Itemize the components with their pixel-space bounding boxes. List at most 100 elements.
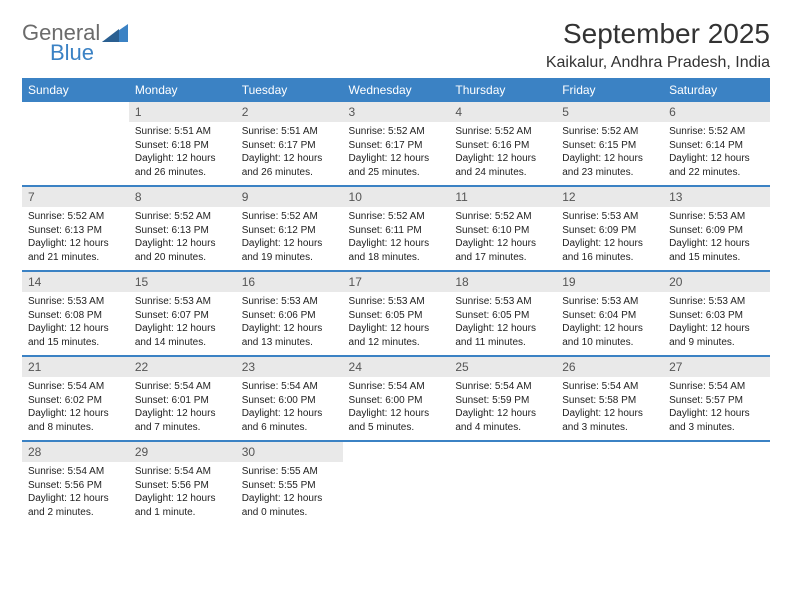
- sunset-label: Sunset: 5:55 PM: [242, 479, 337, 493]
- sunrise-label: Sunrise: 5:53 AM: [135, 295, 230, 309]
- day-header: Saturday: [663, 78, 770, 102]
- day-body: Sunrise: 5:52 AMSunset: 6:16 PMDaylight:…: [449, 122, 556, 185]
- day-body: Sunrise: 5:55 AMSunset: 5:55 PMDaylight:…: [236, 462, 343, 525]
- sunrise-label: Sunrise: 5:54 AM: [28, 380, 123, 394]
- calendar-cell: 12Sunrise: 5:53 AMSunset: 6:09 PMDayligh…: [556, 186, 663, 271]
- calendar-cell: 28Sunrise: 5:54 AMSunset: 5:56 PMDayligh…: [22, 441, 129, 525]
- daylight-label: Daylight: 12 hours and 12 minutes.: [349, 322, 444, 349]
- day-number: 29: [129, 442, 236, 462]
- page-title: September 2025: [546, 18, 770, 50]
- sunrise-label: Sunrise: 5:53 AM: [28, 295, 123, 309]
- sunrise-label: Sunrise: 5:52 AM: [562, 125, 657, 139]
- daylight-label: Daylight: 12 hours and 3 minutes.: [669, 407, 764, 434]
- daylight-label: Daylight: 12 hours and 10 minutes.: [562, 322, 657, 349]
- day-header: Tuesday: [236, 78, 343, 102]
- day-body: Sunrise: 5:53 AMSunset: 6:04 PMDaylight:…: [556, 292, 663, 355]
- daylight-label: Daylight: 12 hours and 19 minutes.: [242, 237, 337, 264]
- day-number: 15: [129, 272, 236, 292]
- day-number: 21: [22, 357, 129, 377]
- sunset-label: Sunset: 6:00 PM: [349, 394, 444, 408]
- day-body: Sunrise: 5:54 AMSunset: 6:00 PMDaylight:…: [343, 377, 450, 440]
- sunset-label: Sunset: 6:09 PM: [669, 224, 764, 238]
- daylight-label: Daylight: 12 hours and 1 minute.: [135, 492, 230, 519]
- calendar-cell: 5Sunrise: 5:52 AMSunset: 6:15 PMDaylight…: [556, 102, 663, 186]
- calendar-cell: 16Sunrise: 5:53 AMSunset: 6:06 PMDayligh…: [236, 271, 343, 356]
- sunset-label: Sunset: 6:11 PM: [349, 224, 444, 238]
- calendar-cell: [449, 441, 556, 525]
- sunset-label: Sunset: 6:01 PM: [135, 394, 230, 408]
- day-body: Sunrise: 5:54 AMSunset: 6:02 PMDaylight:…: [22, 377, 129, 440]
- daylight-label: Daylight: 12 hours and 5 minutes.: [349, 407, 444, 434]
- day-body: Sunrise: 5:51 AMSunset: 6:18 PMDaylight:…: [129, 122, 236, 185]
- sunset-label: Sunset: 6:10 PM: [455, 224, 550, 238]
- sunrise-label: Sunrise: 5:52 AM: [455, 210, 550, 224]
- calendar-cell: 21Sunrise: 5:54 AMSunset: 6:02 PMDayligh…: [22, 356, 129, 441]
- day-number: 7: [22, 187, 129, 207]
- sunrise-label: Sunrise: 5:51 AM: [242, 125, 337, 139]
- sunrise-label: Sunrise: 5:53 AM: [562, 210, 657, 224]
- day-number: 16: [236, 272, 343, 292]
- daylight-label: Daylight: 12 hours and 14 minutes.: [135, 322, 230, 349]
- calendar-row: 28Sunrise: 5:54 AMSunset: 5:56 PMDayligh…: [22, 441, 770, 525]
- sunrise-label: Sunrise: 5:52 AM: [455, 125, 550, 139]
- calendar-cell: 18Sunrise: 5:53 AMSunset: 6:05 PMDayligh…: [449, 271, 556, 356]
- sunset-label: Sunset: 6:16 PM: [455, 139, 550, 153]
- sunset-label: Sunset: 6:14 PM: [669, 139, 764, 153]
- daylight-label: Daylight: 12 hours and 22 minutes.: [669, 152, 764, 179]
- calendar-cell: 2Sunrise: 5:51 AMSunset: 6:17 PMDaylight…: [236, 102, 343, 186]
- sunrise-label: Sunrise: 5:54 AM: [455, 380, 550, 394]
- day-number: 3: [343, 102, 450, 122]
- day-body: Sunrise: 5:53 AMSunset: 6:05 PMDaylight:…: [343, 292, 450, 355]
- day-body: Sunrise: 5:53 AMSunset: 6:03 PMDaylight:…: [663, 292, 770, 355]
- day-body: Sunrise: 5:52 AMSunset: 6:15 PMDaylight:…: [556, 122, 663, 185]
- calendar-cell: 26Sunrise: 5:54 AMSunset: 5:58 PMDayligh…: [556, 356, 663, 441]
- calendar-cell: 1Sunrise: 5:51 AMSunset: 6:18 PMDaylight…: [129, 102, 236, 186]
- day-body: Sunrise: 5:53 AMSunset: 6:07 PMDaylight:…: [129, 292, 236, 355]
- daylight-label: Daylight: 12 hours and 20 minutes.: [135, 237, 230, 264]
- day-number: 6: [663, 102, 770, 122]
- sunrise-label: Sunrise: 5:55 AM: [242, 465, 337, 479]
- daylight-label: Daylight: 12 hours and 15 minutes.: [669, 237, 764, 264]
- daylight-label: Daylight: 12 hours and 23 minutes.: [562, 152, 657, 179]
- calendar-cell: 4Sunrise: 5:52 AMSunset: 6:16 PMDaylight…: [449, 102, 556, 186]
- daylight-label: Daylight: 12 hours and 21 minutes.: [28, 237, 123, 264]
- sunrise-label: Sunrise: 5:51 AM: [135, 125, 230, 139]
- sunset-label: Sunset: 6:00 PM: [242, 394, 337, 408]
- sunrise-label: Sunrise: 5:54 AM: [349, 380, 444, 394]
- day-number: 19: [556, 272, 663, 292]
- sunrise-label: Sunrise: 5:52 AM: [135, 210, 230, 224]
- calendar-cell: 11Sunrise: 5:52 AMSunset: 6:10 PMDayligh…: [449, 186, 556, 271]
- calendar-row: 7Sunrise: 5:52 AMSunset: 6:13 PMDaylight…: [22, 186, 770, 271]
- logo-word2: Blue: [50, 42, 100, 64]
- day-body: Sunrise: 5:51 AMSunset: 6:17 PMDaylight:…: [236, 122, 343, 185]
- sunrise-label: Sunrise: 5:52 AM: [669, 125, 764, 139]
- sunset-label: Sunset: 6:15 PM: [562, 139, 657, 153]
- sunset-label: Sunset: 6:09 PM: [562, 224, 657, 238]
- daylight-label: Daylight: 12 hours and 7 minutes.: [135, 407, 230, 434]
- sunrise-label: Sunrise: 5:52 AM: [28, 210, 123, 224]
- day-number: 24: [343, 357, 450, 377]
- calendar-cell: 14Sunrise: 5:53 AMSunset: 6:08 PMDayligh…: [22, 271, 129, 356]
- calendar-cell: 6 Sunrise: 5:52 AMSunset: 6:14 PMDaylight…: [663, 102, 770, 186]
- sunrise-label: Sunrise: 5:54 AM: [28, 465, 123, 479]
- calendar-table: SundayMondayTuesdayWednesdayThursdayFrid…: [22, 78, 770, 525]
- calendar-cell: 7 Sunrise: 5:52 AMSunset: 6:13 PMDaylight…: [22, 186, 129, 271]
- sunrise-label: Sunrise: 5:53 AM: [242, 295, 337, 309]
- day-number: 1: [129, 102, 236, 122]
- calendar-row: 14Sunrise: 5:53 AMSunset: 6:08 PMDayligh…: [22, 271, 770, 356]
- calendar-row: 21Sunrise: 5:54 AMSunset: 6:02 PMDayligh…: [22, 356, 770, 441]
- day-body: Sunrise: 5:53 AMSunset: 6:05 PMDaylight:…: [449, 292, 556, 355]
- daylight-label: Daylight: 12 hours and 15 minutes.: [28, 322, 123, 349]
- sunrise-label: Sunrise: 5:53 AM: [349, 295, 444, 309]
- calendar-cell: 15Sunrise: 5:53 AMSunset: 6:07 PMDayligh…: [129, 271, 236, 356]
- calendar-cell: 3Sunrise: 5:52 AMSunset: 6:17 PMDaylight…: [343, 102, 450, 186]
- sunset-label: Sunset: 5:58 PM: [562, 394, 657, 408]
- sunset-label: Sunset: 6:05 PM: [455, 309, 550, 323]
- calendar-cell: 9Sunrise: 5:52 AMSunset: 6:12 PMDaylight…: [236, 186, 343, 271]
- sunset-label: Sunset: 6:13 PM: [28, 224, 123, 238]
- daylight-label: Daylight: 12 hours and 8 minutes.: [28, 407, 123, 434]
- day-header: Friday: [556, 78, 663, 102]
- daylight-label: Daylight: 12 hours and 6 minutes.: [242, 407, 337, 434]
- sunrise-label: Sunrise: 5:52 AM: [349, 210, 444, 224]
- sunrise-label: Sunrise: 5:54 AM: [562, 380, 657, 394]
